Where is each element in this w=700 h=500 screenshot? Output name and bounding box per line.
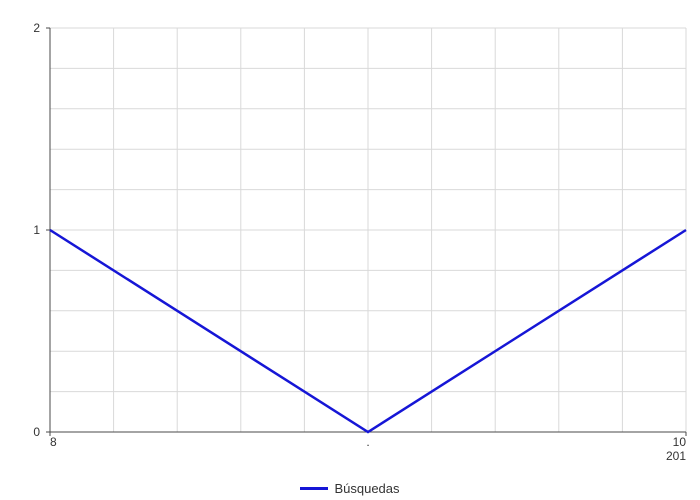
svg-text:.: .: [366, 435, 369, 449]
svg-text:10: 10: [673, 435, 687, 449]
line-chart: Búsquedas 2024 de VIKING BALCONY SYSTEMS…: [0, 0, 700, 500]
svg-text:1: 1: [33, 223, 40, 237]
legend-label: Búsquedas: [334, 481, 399, 496]
svg-text:201: 201: [666, 449, 686, 463]
legend-item: Búsquedas: [300, 481, 399, 496]
chart-legend: Búsquedas: [0, 478, 700, 496]
svg-text:8: 8: [50, 435, 57, 449]
svg-text:0: 0: [33, 425, 40, 439]
chart-canvas: 0 1 2 8 10201.: [0, 0, 700, 500]
legend-swatch: [300, 487, 328, 490]
svg-text:2: 2: [33, 21, 40, 35]
